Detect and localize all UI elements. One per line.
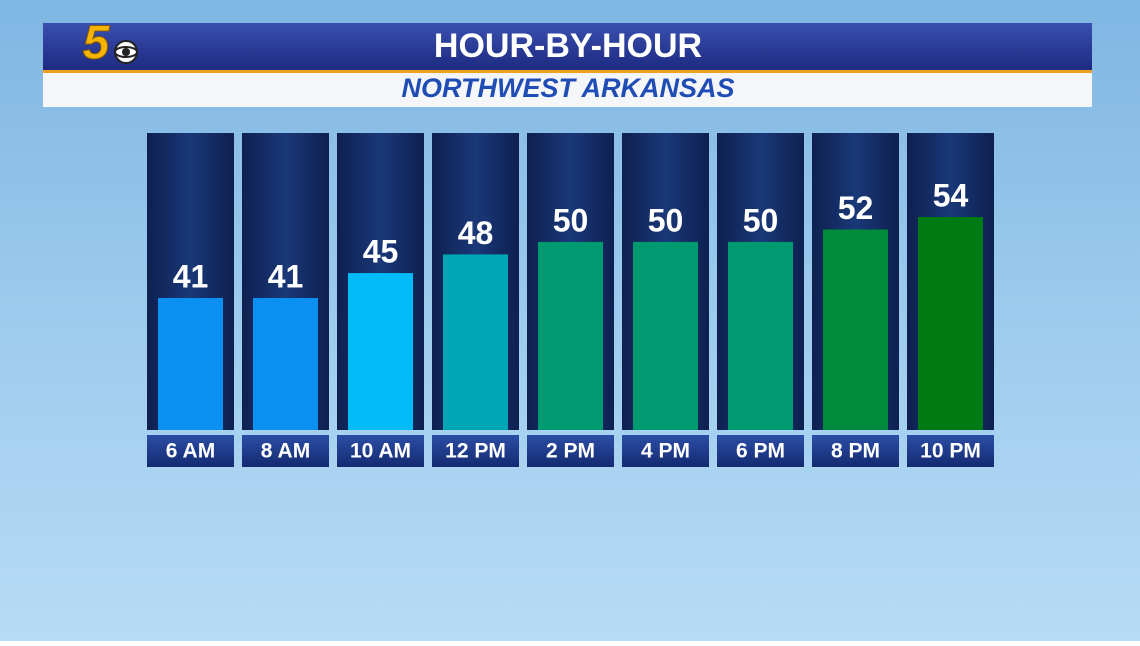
label-strip [432,435,519,467]
value-label: 48 [458,215,494,251]
label-strip [622,435,709,467]
chart-subtitle: NORTHWEST ARKANSAS [401,73,734,103]
value-label: 45 [363,234,399,270]
value-label: 54 [933,177,969,213]
title-banner [43,23,1092,71]
value-label: 52 [838,190,874,226]
label-strip [147,435,234,467]
value-label: 41 [173,258,209,294]
label-strip [812,435,899,467]
x-tick-label: 4 PM [641,440,690,463]
label-strip [527,435,614,467]
bar [538,241,603,430]
bar [253,298,318,430]
chart-title: HOUR-BY-HOUR [434,27,702,65]
x-tick-label: 8 PM [831,440,880,463]
bar [633,241,698,430]
label-strip [907,435,994,467]
bar [728,241,793,430]
bar [918,217,983,430]
bar [823,229,888,430]
label-strip [337,435,424,467]
value-label: 50 [553,202,589,238]
x-tick-label: 2 PM [546,440,595,463]
bar [443,254,508,430]
value-label: 50 [648,202,684,238]
value-label: 50 [743,202,779,238]
label-strip [242,435,329,467]
cbs-eye [114,40,138,64]
x-tick-label: 6 PM [736,440,785,463]
x-tick-label: 8 AM [261,440,310,463]
x-tick-label: 10 PM [920,440,981,463]
logo: 5 [83,17,111,70]
label-strip [717,435,804,467]
subtitle-banner [43,73,1092,107]
x-tick-label: 10 AM [350,440,411,463]
bar [158,298,223,430]
banner-stripe [43,70,1092,73]
value-label: 41 [268,258,304,294]
x-tick-label: 6 AM [166,440,215,463]
bar [348,273,413,430]
x-tick-label: 12 PM [445,440,506,463]
